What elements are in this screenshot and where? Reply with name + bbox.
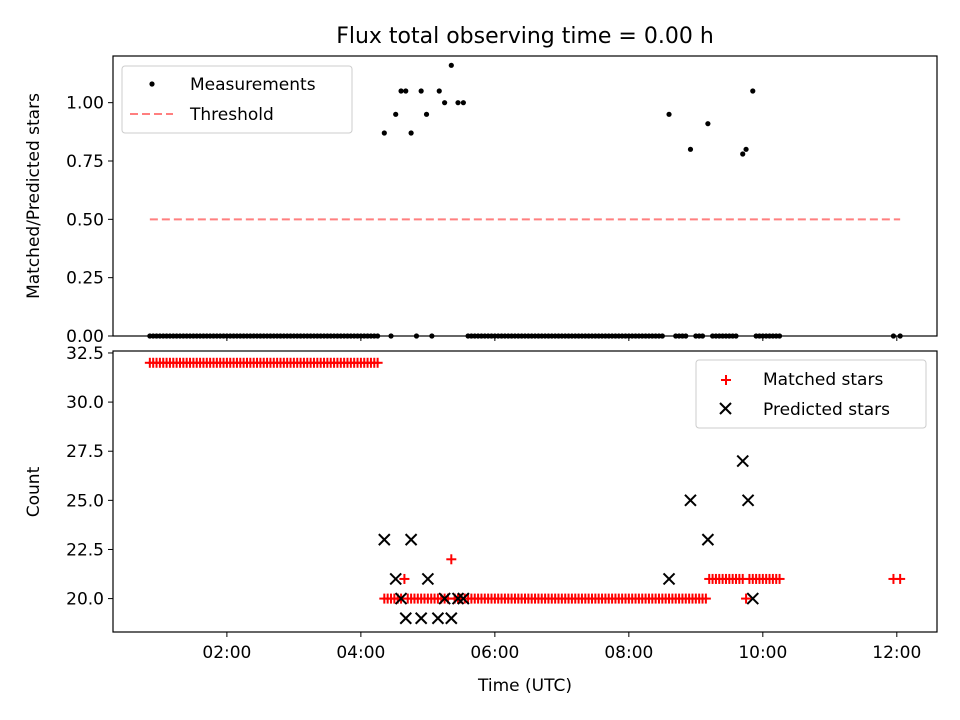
predicted-star-point	[451, 592, 465, 605]
top-panel: 0.00 0.25 0.50 0.75 1.00 Matched/Predicted s…	[24, 55, 938, 347]
bottom-y-tick-label: 30.0	[66, 393, 104, 413]
measurement-point	[408, 130, 414, 136]
legend-matched-label: Matched stars	[763, 370, 883, 390]
bottom-y-axis-label: Count	[24, 466, 44, 517]
predicted-star-point	[684, 494, 697, 507]
matched-star-point	[446, 554, 457, 565]
top-legend: Measurements Threshold	[121, 65, 353, 134]
predicted-star-point	[736, 454, 749, 468]
bottom-y-tick-label: 20.0	[66, 590, 104, 610]
measurement-point	[403, 88, 409, 94]
measurement-point	[687, 146, 694, 152]
top-y-tick-label: 0.75	[66, 152, 104, 172]
legend-predicted-marker	[719, 402, 732, 415]
predicted-star-point	[701, 533, 715, 546]
matched-star-point	[774, 573, 785, 584]
top-y-tick-label: 0.25	[66, 269, 104, 289]
predicted-star-point	[445, 612, 458, 625]
predicted-star-point	[399, 612, 412, 625]
top-y-tick-label: 1.00	[66, 94, 104, 114]
measurement-point	[398, 88, 404, 94]
measurement-point	[666, 111, 672, 117]
measurement-point	[705, 121, 711, 127]
predicted-star-point	[414, 612, 428, 625]
top-legend-box	[121, 65, 353, 134]
matched-star-point	[741, 593, 752, 604]
measurement-point	[460, 100, 466, 106]
predicted-star-point	[394, 592, 408, 605]
legend-matched-marker	[721, 375, 731, 385]
bottom-y-tick-label: 27.5	[66, 442, 104, 462]
bottom-y-tick-label: 32.5	[66, 344, 104, 364]
measurement-point	[381, 130, 387, 136]
predicted-star-point	[404, 533, 418, 546]
predicted-star-point	[457, 592, 470, 605]
measurement-point	[448, 62, 454, 68]
figure-title: Flux total observing time = 0.00 h	[336, 24, 714, 49]
legend-measurements-label: Measurements	[190, 75, 316, 95]
bottom-y-tick-label: 22.5	[66, 540, 104, 560]
predicted-star-point	[389, 572, 402, 586]
bottom-y-tick-label: 25.0	[66, 491, 104, 511]
measurement-point	[743, 146, 749, 152]
measurement-point	[436, 88, 442, 94]
x-tick-label: 12:00	[872, 643, 921, 663]
matched-star-point	[399, 573, 410, 584]
x-tick-label: 10:00	[738, 643, 787, 663]
x-tick-label: 02:00	[202, 643, 251, 663]
predicted-star-point	[378, 533, 391, 546]
measurement-point	[750, 88, 756, 94]
measurement-point	[442, 100, 448, 106]
predicted-star-point	[431, 612, 445, 625]
measurement-point	[423, 111, 430, 117]
measurement-point	[418, 88, 424, 94]
bottom-plot-frame	[112, 350, 938, 633]
legend-measurements-marker	[149, 81, 155, 87]
x-axis-label: Time (UTC)	[477, 676, 572, 696]
x-tick-label: 06:00	[470, 643, 519, 663]
top-plot-frame	[112, 55, 938, 337]
measurement-point	[740, 151, 746, 157]
predicted-star-point	[741, 494, 755, 507]
top-y-axis-label: Matched/Predicted stars	[24, 93, 44, 299]
measurement-point	[393, 111, 399, 117]
x-tick-label: 08:00	[604, 643, 653, 663]
legend-threshold-label: Threshold	[189, 105, 274, 125]
top-y-tick-label: 0.00	[66, 327, 104, 347]
predicted-star-point	[438, 592, 451, 605]
top-y-tick-label: 0.50	[66, 210, 104, 230]
predicted-star-point	[421, 572, 435, 586]
bottom-panel: 20.0 22.5 25.0 27.5 30.0 32.5 02:00 04:00 06:00…	[24, 344, 938, 696]
x-tick-label: 04:00	[336, 643, 385, 663]
legend-predicted-label: Predicted stars	[763, 400, 890, 420]
bottom-legend: Matched stars Predicted stars	[695, 359, 927, 429]
matched-star-point	[700, 593, 711, 604]
bottom-legend-box	[695, 359, 927, 429]
matched-star-point	[895, 573, 906, 584]
measurement-point	[455, 100, 461, 106]
matched-star-point	[372, 357, 383, 368]
predicted-star-point	[746, 592, 759, 605]
predicted-star-point	[662, 572, 676, 586]
